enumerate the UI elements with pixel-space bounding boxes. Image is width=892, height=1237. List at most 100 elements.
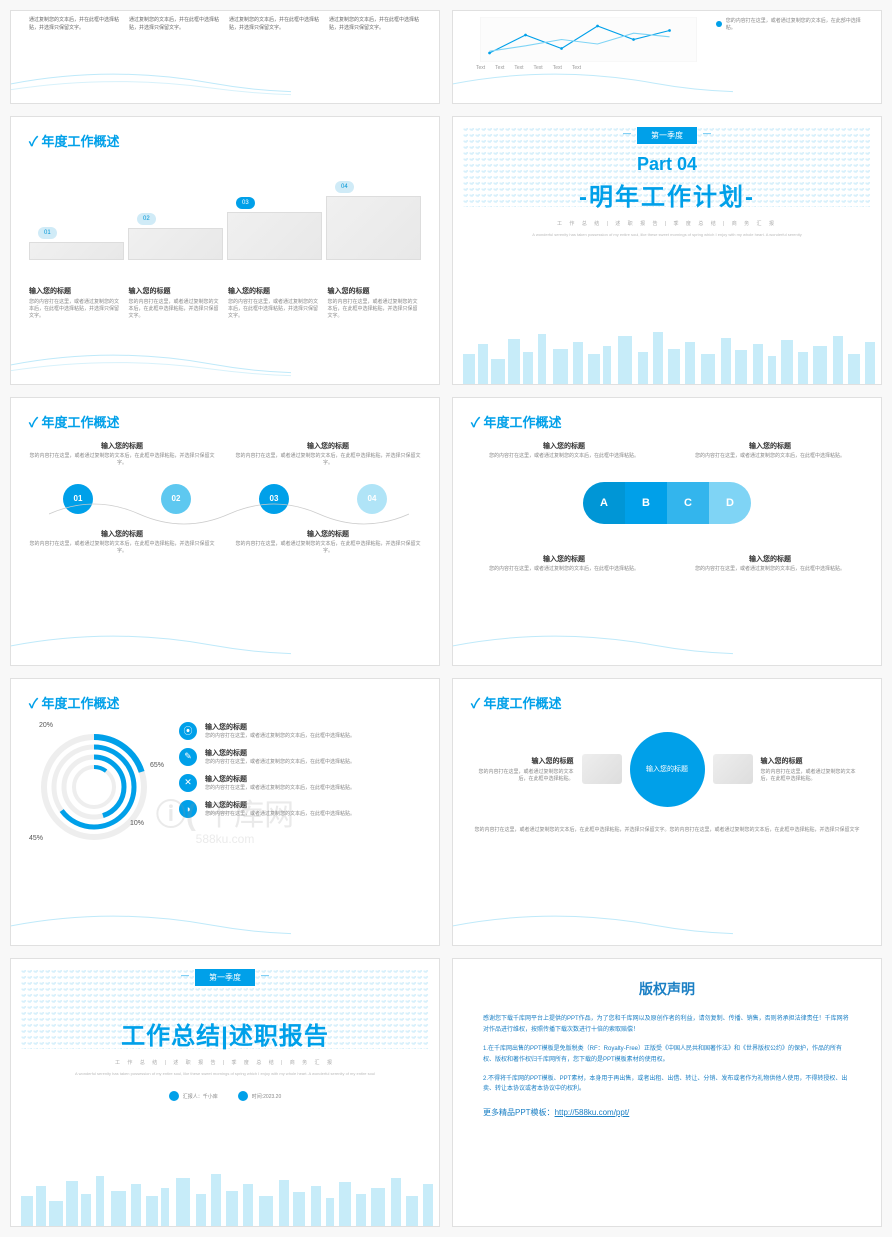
body: 您的内容打在这里，或者通过复制您的文本后，在此框中选择粘贴。: [205, 759, 355, 766]
donut-pct-2: 65%: [150, 762, 164, 769]
partial-columns: 通过复制您的文本后，并在此框中选择粘贴，并选择只保留文字。 通过复制您的文本后，…: [29, 17, 421, 32]
quarter-tag: 第一季度: [195, 969, 255, 986]
heading: 输入您的标题: [471, 756, 574, 766]
copyright-body: 感谢您下载千库网平台上提供的PPT作品，为了您和千库网以及原创作者的利益，请勿复…: [483, 1014, 851, 1095]
step-badge-4: 04: [335, 181, 354, 193]
slide-title: 年度工作概述: [29, 412, 421, 431]
wave-decoration: [10, 58, 291, 104]
slide-title: 年度工作概述: [471, 412, 863, 431]
tools-icon: ✕: [179, 774, 197, 792]
slide-title: 年度工作概述: [471, 693, 863, 712]
slide-grid: 通过复制您的文本后，并在此框中选择粘贴，并选择只保留文字。 通过复制您的文本后，…: [10, 10, 882, 1227]
body: 您的内容打在这里，或者通过复制您的文本后，在此框中选择粘贴。: [205, 733, 355, 740]
step-heading: 输入您的标题: [129, 286, 223, 296]
english-subtitle: A wonderful serenity has taken possessio…: [471, 232, 863, 237]
more-templates: 更多精品PPT模板：http://588ku.com/ppt/: [483, 1107, 851, 1118]
slide-main-title: 第一季度 工作总结|述职报告 工 作 总 结 | 述 职 报 告 | 季 度 总…: [10, 958, 440, 1227]
pill-a: A: [583, 482, 625, 524]
col-3: 通过复制您的文本后，并在此框中选择粘贴，并选择只保留文字。: [229, 17, 321, 32]
icon-list: ⦿输入您的标题您的内容打在这里，或者通过复制您的文本后，在此框中选择粘贴。 ✎输…: [179, 722, 421, 852]
staircase-diagram: 01 02 03 04: [29, 170, 421, 260]
heading: 输入您的标题: [205, 748, 355, 758]
subcategories: 工 作 总 结 | 述 职 报 告 | 季 度 总 结 | 商 务 汇 报: [471, 220, 863, 227]
skyline-decoration: [453, 324, 882, 384]
body: 您的内容打在这里，或者通过复制您的文本后，在此框中选择粘贴，并选择只保留文字。: [29, 453, 215, 467]
x-axis-labels: Text Text Text Text Text Text: [471, 65, 863, 71]
step-badge-2: 02: [137, 213, 156, 225]
slide-circles: 年度工作概述 输入您的标题您的内容打在这里，或者通过复制您的文本后，在此框中选择…: [10, 397, 440, 666]
heading: 输入您的标题: [205, 774, 355, 784]
col-2: 通过复制您的文本后，并在此框中选择粘贴，并选择只保留文字。: [129, 17, 221, 32]
body: 您的内容打在这里，或者通过复制您的文本后，在此框中选择粘贴。: [471, 769, 574, 783]
wave-decoration: [10, 620, 291, 666]
body: 您的内容打在这里，或者通过复制您的文本后，在此框中选择粘贴，并选择只保留文字。: [235, 453, 421, 467]
step-body: 您的内容打在这里，或者通过复制您的文本后，在此框中选择粘贴，并选择只保留文字。: [328, 299, 422, 320]
edit-icon: ✎: [179, 748, 197, 766]
person-icon: [169, 1091, 179, 1101]
clock-icon: [238, 1091, 248, 1101]
image-placeholder-right: [713, 754, 753, 784]
step-body: 您的内容打在这里，或者通过复制您的文本后，在此框中选择粘贴，并选择只保留文字。: [29, 299, 123, 320]
step-badge-3: 03: [236, 197, 255, 209]
slide-title: 年度工作概述: [29, 131, 421, 150]
slide-partial-2: 您的内容打在这里，或者通过复制您的文本后，在此部中选择粘。 Text Text …: [452, 10, 882, 104]
body: 您的内容打在这里，或者通过复制您的文本后，在此框中选择粘贴，并选择只保留文字。: [235, 541, 421, 555]
date: 时间:2023.20: [252, 1093, 281, 1100]
wave-decoration: [452, 900, 733, 946]
bottom-note: 您的内容打在这里，或者通过复制您的文本后，在此框中选择粘贴，并选择只保留文字。您…: [471, 827, 863, 835]
quarter-tag: 第一季度: [637, 127, 697, 144]
heading: 输入您的标题: [677, 554, 863, 564]
body: 您的内容打在这里，或者通过复制您的文本后，在此框中选择粘贴。: [471, 453, 657, 460]
central-circle: 输入您的标题: [630, 732, 705, 807]
circle-nodes: 01 02 03 04: [29, 484, 421, 514]
pill-c: C: [667, 482, 709, 524]
heading: 输入您的标题: [471, 441, 657, 451]
skyline-decoration: [11, 1166, 440, 1226]
author-row: 汇报人：千小库 时间:2023.20: [29, 1091, 421, 1101]
slide-part-title: 第一季度 Part 04 -明年工作计划- 工 作 总 结 | 述 职 报 告 …: [452, 116, 882, 385]
step-heading: 输入您的标题: [228, 286, 322, 296]
heading: 输入您的标题: [761, 756, 864, 766]
legend-dot: [716, 21, 722, 27]
chart-icon: ◑: [179, 800, 197, 818]
cr-para-3: 2.不得将千库网的PPT模板、PPT素材，本身用于再出售，或者出租、出借、转让、…: [483, 1074, 851, 1096]
slide-staircase: 年度工作概述 01 02 03 04 输入您的标题您的内容打在这里，或者通过复制…: [10, 116, 440, 385]
col-4: 通过复制您的文本后，并在此框中选择粘贴，并选择只保留文字。: [329, 17, 421, 32]
donut-pct-1: 20%: [39, 722, 53, 729]
subcategories: 工 作 总 结 | 述 职 报 告 | 季 度 总 结 | 商 务 汇 报: [29, 1059, 421, 1066]
heading: 输入您的标题: [29, 441, 215, 451]
slide-central: 年度工作概述 输入您的标题您的内容打在这里，或者通过复制您的文本后，在此框中选择…: [452, 678, 882, 947]
author-name: 汇报人：千小库: [183, 1093, 218, 1100]
heading: 输入您的标题: [677, 441, 863, 451]
body: 您的内容打在这里，或者通过复制您的文本后，在此框中选择粘贴。: [205, 811, 355, 818]
slide-partial-1: 通过复制您的文本后，并在此框中选择粘贴，并选择只保留文字。 通过复制您的文本后，…: [10, 10, 440, 104]
wave-decoration: [10, 339, 291, 385]
slide-donut: 年度工作概述 20% 65% 45% 10% ⦿输入您的标题您的内容打在这里，或…: [10, 678, 440, 947]
template-link[interactable]: http://588ku.com/ppt/: [555, 1108, 630, 1117]
pill-b: B: [625, 482, 667, 524]
image-placeholder-left: [582, 754, 622, 784]
donut-pct-4: 10%: [130, 820, 144, 827]
col-1: 通过复制您的文本后，并在此框中选择粘贴，并选择只保留文字。: [29, 17, 121, 32]
step-heading: 输入您的标题: [29, 286, 123, 296]
donut-chart: 20% 65% 45% 10%: [29, 722, 159, 852]
slide-title: 年度工作概述: [29, 693, 421, 712]
line-chart: [471, 17, 706, 62]
cr-para-2: 1.在千库网出售的PPT模板是免版税类（RF：Royalty-Free）正版受《…: [483, 1044, 851, 1066]
step-body: 您的内容打在这里，或者通过复制您的文本后，在此框中选择粘贴，并选择只保留文字。: [129, 299, 223, 320]
body: 您的内容打在这里，或者通过复制您的文本后，在此框中选择粘贴。: [471, 566, 657, 573]
body: 您的内容打在这里，或者通过复制您的文本后，在此框中选择粘贴。: [205, 785, 355, 792]
step-badge-1: 01: [38, 227, 57, 239]
body: 您的内容打在这里，或者通过复制您的文本后，在此框中选择粘贴。: [677, 453, 863, 460]
heading: 输入您的标题: [205, 722, 355, 732]
copyright-title: 版权声明: [483, 979, 851, 999]
body: 您的内容打在这里，或者通过复制您的文本后，在此框中选择粘贴。: [677, 566, 863, 573]
cr-para-1: 感谢您下载千库网平台上提供的PPT作品，为了您和千库网以及原创作者的利益，请勿复…: [483, 1014, 851, 1036]
english-subtitle: A wonderful serenity has taken possessio…: [29, 1071, 421, 1076]
heading: 输入您的标题: [235, 441, 421, 451]
slide-copyright: 版权声明 感谢您下载千库网平台上提供的PPT作品，为了您和千库网以及原创作者的利…: [452, 958, 882, 1227]
body: 您的内容打在这里，或者通过复制您的文本后，在此框中选择粘贴。: [761, 769, 864, 783]
pill-group: A B C D: [471, 482, 863, 524]
body: 您的内容打在这里，或者通过复制您的文本后，在此框中选择粘贴，并选择只保留文字。: [29, 541, 215, 555]
heading: 输入您的标题: [471, 554, 657, 564]
